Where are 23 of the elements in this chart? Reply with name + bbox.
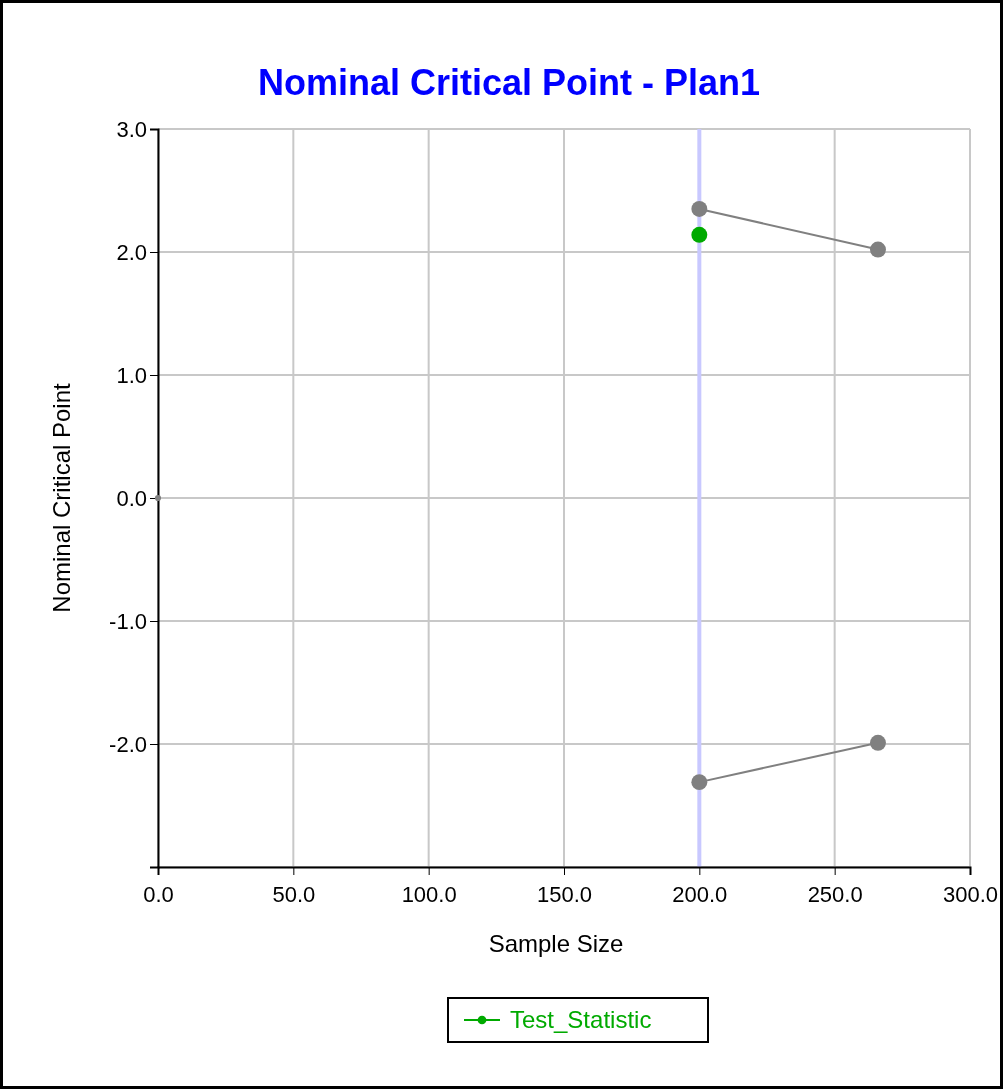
y-tick-label: 1.0 bbox=[116, 362, 147, 388]
point bbox=[691, 774, 708, 791]
chart-title: Nominal Critical Point - Plan1 bbox=[257, 62, 761, 103]
y-tick-label: 0.0 bbox=[116, 485, 147, 511]
point bbox=[869, 241, 886, 258]
y-tick-label: -2.0 bbox=[109, 731, 147, 757]
x-tick-label: 200.0 bbox=[672, 882, 728, 908]
x-tick-label: 50.0 bbox=[272, 882, 316, 908]
y-axis-title: Nominal Critical Point bbox=[48, 382, 75, 613]
x-tick-label: 0.0 bbox=[143, 882, 174, 908]
point bbox=[154, 494, 162, 502]
legend-label: Test_Statistic bbox=[510, 1006, 652, 1033]
x-tick-label: 250.0 bbox=[807, 882, 863, 908]
x-tick-label: 150.0 bbox=[536, 882, 593, 908]
point bbox=[869, 734, 886, 751]
point bbox=[691, 226, 708, 243]
y-tick-label: 2.0 bbox=[116, 239, 147, 265]
x-tick-label: 100.0 bbox=[401, 882, 457, 908]
x-axis-title: Sample Size bbox=[488, 930, 624, 957]
point bbox=[691, 200, 708, 217]
y-tick-label: 3.0 bbox=[116, 116, 147, 142]
x-tick-label: 300.0 bbox=[942, 882, 999, 908]
y-tick-label: -1.0 bbox=[109, 608, 147, 634]
